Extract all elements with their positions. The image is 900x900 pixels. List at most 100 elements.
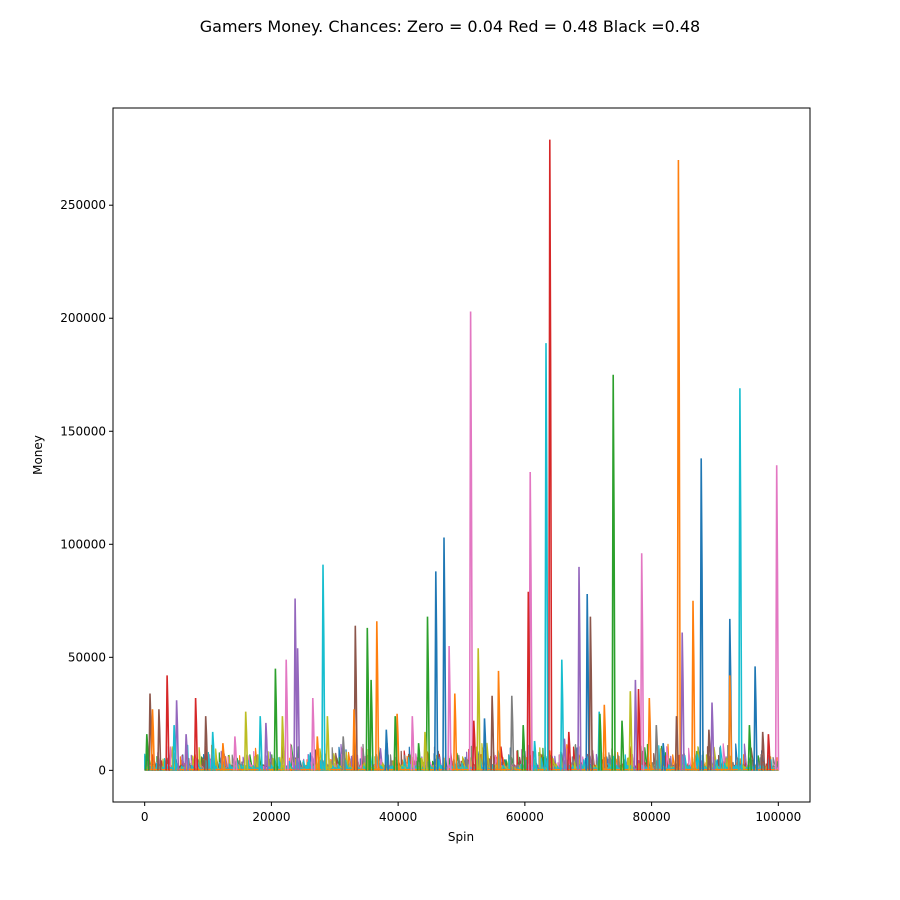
x-tick-label: 100000 xyxy=(755,810,801,824)
series-spike xyxy=(602,704,607,771)
series-spike xyxy=(174,700,180,771)
series-spike xyxy=(661,743,666,771)
series-spike xyxy=(774,465,780,771)
series-spike xyxy=(577,566,582,771)
series-spike xyxy=(766,734,771,771)
series-spike xyxy=(676,159,681,771)
series-spike xyxy=(647,697,652,771)
series-spike xyxy=(560,659,565,771)
series-spike xyxy=(585,593,590,771)
series-spike xyxy=(284,659,289,771)
series-spike xyxy=(472,720,477,771)
series-spike xyxy=(315,736,320,771)
series-spike xyxy=(490,695,495,771)
x-tick-label: 80000 xyxy=(632,810,670,824)
series-spike xyxy=(598,713,603,771)
y-tick-label: 250000 xyxy=(60,198,106,212)
series-layer xyxy=(144,139,780,771)
series-spike xyxy=(728,675,733,771)
series-spike xyxy=(311,697,316,771)
series-spike xyxy=(375,621,380,771)
series-spike xyxy=(273,668,278,771)
series-spike xyxy=(442,537,447,771)
series-spike xyxy=(674,716,680,771)
series-spike xyxy=(496,670,502,771)
series-spike xyxy=(434,571,439,771)
series-spike xyxy=(325,716,330,771)
series-spike xyxy=(393,716,398,771)
series-spike xyxy=(567,731,572,771)
series-spike xyxy=(738,388,743,771)
series-spike xyxy=(150,709,156,771)
series-spike xyxy=(341,736,346,771)
series-spike xyxy=(747,725,752,771)
series-spike xyxy=(468,311,474,771)
y-tick-label: 50000 xyxy=(68,650,106,664)
series-spike xyxy=(680,632,685,771)
series-spike xyxy=(620,720,625,771)
y-tick-label: 100000 xyxy=(60,537,106,551)
x-tick-label: 20000 xyxy=(252,810,290,824)
series-spike xyxy=(423,731,428,771)
x-tick-label: 40000 xyxy=(379,810,417,824)
y-tick-label: 200000 xyxy=(60,311,106,325)
y-tick-label: 0 xyxy=(98,763,106,777)
series-spike xyxy=(221,743,226,771)
series-spike xyxy=(588,616,593,771)
series-spike xyxy=(639,553,645,771)
series-spike xyxy=(710,702,715,771)
series-spike xyxy=(482,718,488,771)
series-spike xyxy=(633,679,638,771)
series-spike xyxy=(425,616,431,771)
series-spike xyxy=(410,716,415,771)
series-spike xyxy=(526,591,531,771)
series-spike xyxy=(233,736,238,771)
series-spike xyxy=(258,716,263,771)
series-spike xyxy=(184,734,189,771)
y-tick-label: 150000 xyxy=(60,424,106,438)
series-spike xyxy=(157,709,162,771)
series-spike xyxy=(416,743,422,771)
series-spike xyxy=(280,716,285,771)
series-spike xyxy=(145,734,150,771)
series-spike xyxy=(753,666,758,771)
x-axis: 0 20000 40000 60000 80000 100000 xyxy=(141,802,801,824)
series-spike xyxy=(453,693,458,771)
series-spike xyxy=(544,343,549,771)
series-spike xyxy=(528,471,533,771)
series-spike xyxy=(321,564,326,771)
series-spike xyxy=(628,691,633,771)
series-spike xyxy=(365,627,370,771)
series-spike xyxy=(172,725,177,771)
series-spike xyxy=(532,740,538,771)
series-spike xyxy=(447,645,452,771)
series-spike xyxy=(295,648,301,771)
series-spike xyxy=(369,679,374,771)
series-spike xyxy=(353,625,358,771)
series-spike xyxy=(264,722,269,771)
series-spike xyxy=(510,695,515,771)
y-axis-label: Money xyxy=(31,435,45,475)
series-spike xyxy=(476,648,481,771)
series-spike xyxy=(691,600,696,771)
chart-title: Gamers Money. Chances: Zero = 0.04 Red =… xyxy=(200,17,700,36)
y-axis: 0 50000 100000 150000 200000 250000 xyxy=(60,198,113,777)
x-tick-label: 60000 xyxy=(506,810,544,824)
series-spike xyxy=(165,675,170,771)
series-spike xyxy=(243,711,249,771)
series-spike xyxy=(707,729,712,771)
series-spike xyxy=(352,709,357,771)
series-spike xyxy=(611,374,616,771)
series-spike xyxy=(636,688,642,771)
plot-frame xyxy=(112,107,811,803)
series-spike xyxy=(193,697,199,771)
x-tick-label: 0 xyxy=(141,810,149,824)
series-spike xyxy=(521,725,526,771)
x-axis-label: Spin xyxy=(448,830,474,844)
series-spike xyxy=(654,725,659,771)
series-spike xyxy=(562,738,567,771)
series-spike xyxy=(760,731,766,771)
series-spike xyxy=(210,731,216,771)
series-spike xyxy=(384,729,389,771)
